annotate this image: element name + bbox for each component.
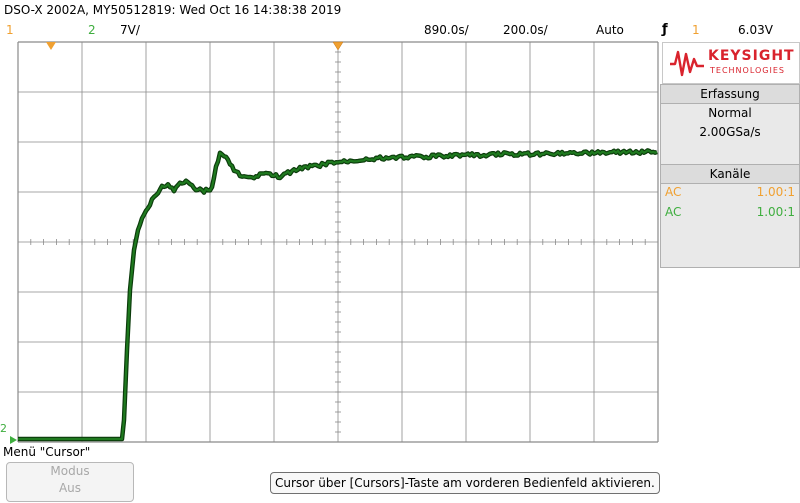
acquisition-mode: Normal <box>708 106 752 120</box>
keysight-wave-icon <box>670 50 704 77</box>
trigger-time-marker-icon <box>46 42 56 50</box>
channel-2-ground-label: 2 <box>0 422 7 435</box>
cursor-mode-softkey[interactable]: Modus Aus <box>6 462 134 502</box>
channel-1-probe: 1.00:1 <box>756 185 795 199</box>
acquisition-sample-rate: 2.00GSa/s <box>699 125 761 139</box>
logo-sub-text: TECHNOLOGIES <box>710 66 785 75</box>
menu-title: Menü "Cursor" <box>3 445 91 459</box>
status-message: Cursor über [Cursors]-Taste am vorderen … <box>270 472 660 494</box>
trigger-position-marker-icon <box>332 41 344 51</box>
window-title: DSO-X 2002A, MY50512819: Wed Oct 16 14:3… <box>4 3 342 17</box>
graticule <box>17 41 659 443</box>
trigger-edge-icon: ƒ <box>662 22 668 37</box>
info-panel: Erfassung Normal 2.00GSa/s Kanäle AC 1.0… <box>660 84 800 268</box>
trigger-source: 1 <box>692 23 700 37</box>
channel-2-ground-marker-icon[interactable] <box>10 436 17 444</box>
keysight-logo <box>662 42 800 84</box>
acquisition-heading: Erfassung <box>661 85 799 104</box>
trigger-mode: Auto <box>596 23 624 37</box>
channel-1-indicator[interactable]: 1 <box>6 23 14 37</box>
channel-2-scale: 7V/ <box>120 23 140 37</box>
softkey-value: Aus <box>58 481 82 495</box>
waveform-trace <box>18 149 658 441</box>
channel-2-indicator[interactable]: 2 <box>88 23 96 37</box>
waveform-trace-outline <box>17 148 658 442</box>
timebase-scale: 890.0s/ <box>424 23 469 37</box>
channels-heading: Kanäle <box>661 164 799 184</box>
channel-1-coupling: AC <box>665 185 682 199</box>
channel-2-coupling: AC <box>665 205 682 219</box>
channel-2-probe: 1.00:1 <box>756 205 795 219</box>
trigger-level: 6.03V <box>738 23 773 37</box>
logo-brand-text: KEYSIGHT <box>708 48 795 64</box>
timebase-position: 200.0s/ <box>503 23 548 37</box>
softkey-label: Modus <box>50 464 90 478</box>
